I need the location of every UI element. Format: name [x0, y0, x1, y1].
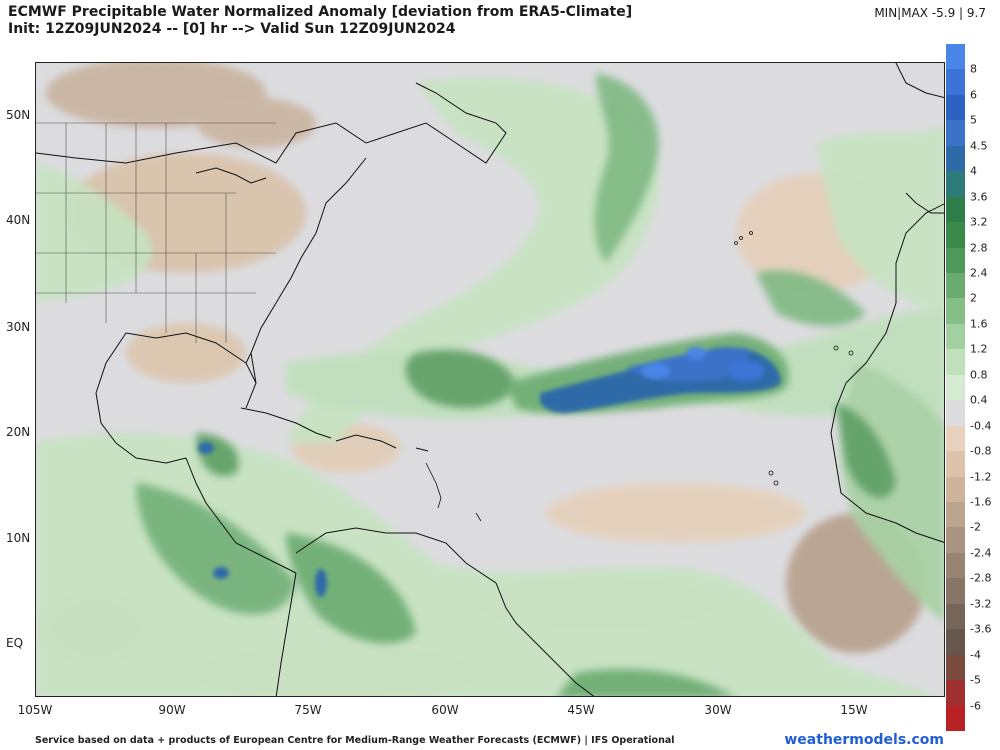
colorbar-segment: [946, 400, 965, 427]
colorbar-label: 1.2: [970, 342, 988, 356]
colorbar-label: 5: [970, 113, 977, 127]
map-subtitle: Init: 12Z09JUN2024 -- [0] hr --> Valid S…: [8, 21, 456, 37]
colorbar-segment: [946, 94, 965, 121]
lon-label: 60W: [431, 703, 459, 717]
lon-label: 90W: [158, 703, 186, 717]
colorbar-segment: [946, 349, 965, 376]
colorbar-label: 6: [970, 88, 977, 102]
colorbar-segment: [946, 603, 965, 630]
colorbar-segment: [946, 552, 965, 579]
lat-label: 30N: [6, 320, 31, 334]
colorbar-segment: [946, 323, 965, 350]
colorbar-label: -2.8: [970, 571, 992, 585]
colorbar-label: 2.4: [970, 266, 988, 280]
brand-link[interactable]: weathermodels.com: [784, 732, 944, 748]
lat-label: 40N: [6, 213, 31, 227]
colorbar-label: -5: [970, 673, 981, 687]
colorbar-label: 0.4: [970, 393, 988, 407]
map-title: ECMWF Precipitable Water Normalized Anom…: [8, 4, 633, 20]
data-credit: Service based on data + products of Euro…: [35, 735, 675, 746]
colorbar-segment: [946, 298, 965, 325]
lat-label: EQ: [6, 636, 24, 650]
colorbar-label: -2.4: [970, 546, 992, 560]
colorbar-label: -3.2: [970, 597, 992, 611]
lon-label: 45W: [567, 703, 595, 717]
lon-label: 30W: [704, 703, 732, 717]
colorbar-segment: [946, 196, 965, 223]
colorbar-label: -0.4: [970, 419, 992, 433]
colorbar-segment: [946, 171, 965, 198]
colorbar-segment: [946, 654, 965, 681]
colorbar-segment: [946, 374, 965, 401]
colorbar-label: 8: [970, 62, 977, 76]
colorbar-label: 4.5: [970, 139, 988, 153]
lon-label: 15W: [840, 703, 868, 717]
lat-label: 10N: [6, 531, 31, 545]
lon-label: 75W: [294, 703, 322, 717]
colorbar-segment: [946, 69, 965, 96]
lon-label: 105W: [17, 703, 53, 717]
colorbar-label: -3.6: [970, 622, 992, 636]
anomaly-map: [35, 62, 945, 697]
lat-label: 20N: [6, 425, 31, 439]
colorbar-segment: [946, 680, 965, 707]
colorbar-segment: [946, 578, 965, 605]
colorbar-label: -0.8: [970, 444, 992, 458]
colorbar-segment: [946, 44, 965, 70]
colorbar-segment: [946, 145, 965, 172]
colorbar-label: 2: [970, 291, 977, 305]
colorbar-label: -2: [970, 520, 981, 534]
colorbar-segment: [946, 451, 965, 478]
colorbar-label: -1.6: [970, 495, 992, 509]
colorbar-label: 2.8: [970, 241, 988, 255]
colorbar-label: 3.2: [970, 215, 988, 229]
colorbar-segment: [946, 502, 965, 528]
colorbar-label: 3.6: [970, 190, 988, 204]
colorbar-label: -1.2: [970, 470, 992, 484]
colorbar-segment: [946, 247, 965, 274]
colorbar-label: -4: [970, 648, 981, 662]
colorbar-label: 1.6: [970, 317, 988, 331]
colorbar-segment: [946, 629, 965, 656]
colorbar-label: 4: [970, 164, 977, 178]
colorbar-segment: [946, 705, 965, 732]
colorbar-segment: [946, 476, 965, 503]
colorbar-segment: [946, 425, 965, 452]
colorbar: [946, 44, 965, 732]
colorbar-label: -6: [970, 699, 981, 713]
min-max-readout: MIN|MAX -5.9 | 9.7: [874, 6, 986, 20]
colorbar-label: 0.8: [970, 368, 988, 382]
lat-label: 50N: [6, 108, 31, 122]
colorbar-segment: [946, 120, 965, 147]
colorbar-segment: [946, 527, 965, 554]
colorbar-segment: [946, 222, 965, 249]
colorbar-segment: [946, 273, 965, 299]
